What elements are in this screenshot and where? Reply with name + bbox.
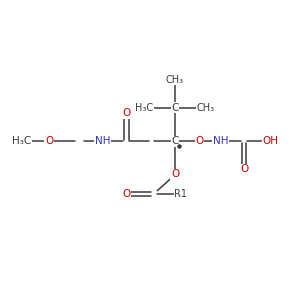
Text: H₃C: H₃C [135, 103, 153, 113]
Text: NH: NH [213, 136, 228, 146]
Text: C: C [171, 103, 179, 113]
Text: O: O [171, 169, 179, 179]
Text: CH₃: CH₃ [197, 103, 215, 113]
Text: O: O [122, 108, 130, 118]
Text: CH₃: CH₃ [166, 75, 184, 85]
Text: O: O [240, 164, 248, 174]
Text: NH: NH [94, 136, 110, 146]
Text: O: O [45, 136, 53, 146]
Text: R1: R1 [174, 189, 188, 199]
Text: OH: OH [263, 136, 279, 146]
Text: O: O [122, 189, 130, 199]
Text: O: O [196, 136, 204, 146]
Text: C: C [171, 136, 179, 146]
Text: H₃C: H₃C [12, 136, 32, 146]
